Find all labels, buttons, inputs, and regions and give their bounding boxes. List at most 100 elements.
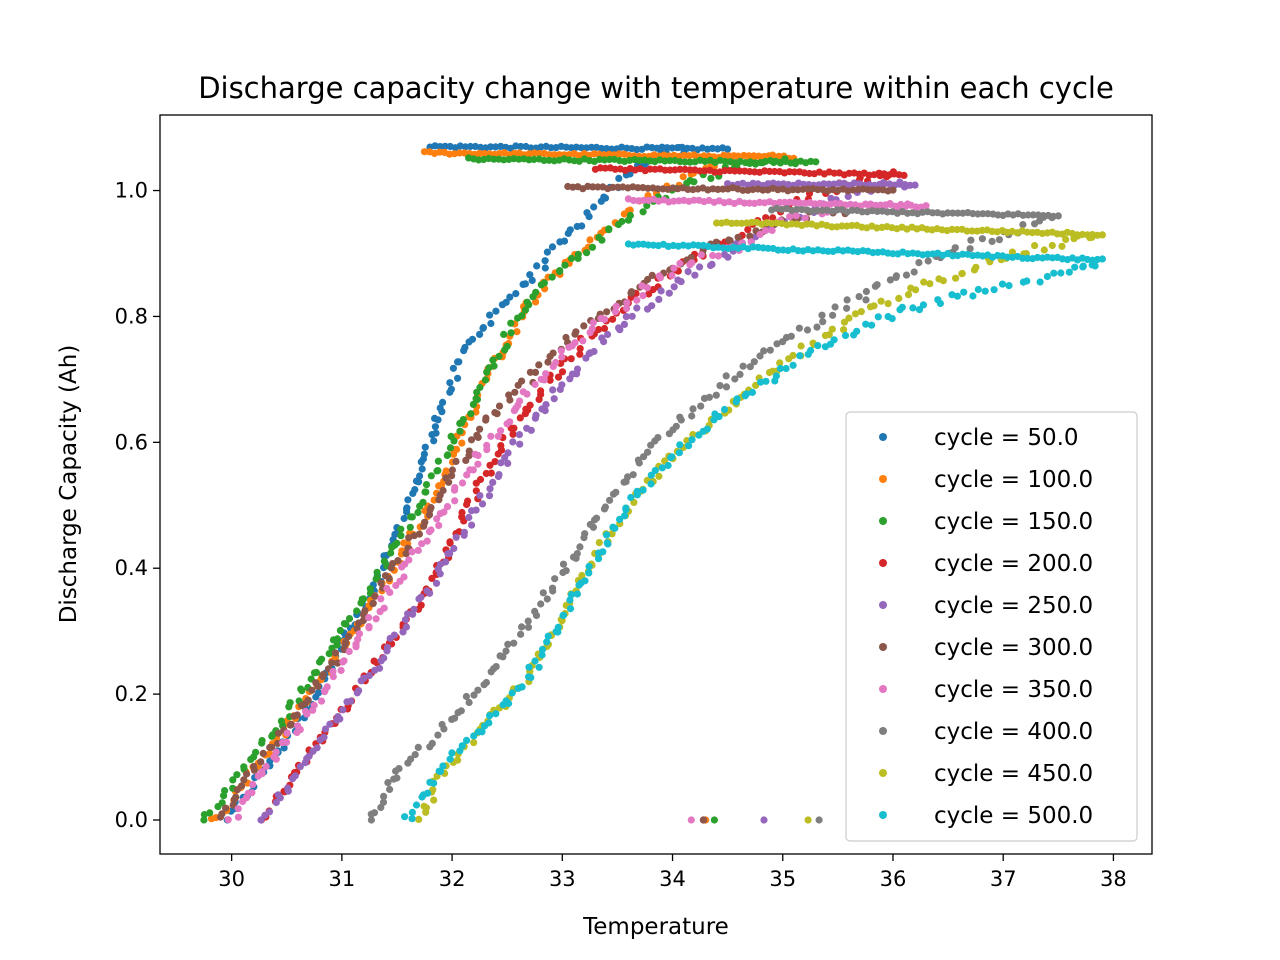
data-point	[892, 273, 900, 281]
data-point	[573, 590, 582, 598]
legend-marker	[879, 811, 887, 819]
x-tick-label: 34	[659, 867, 686, 891]
data-point	[446, 444, 455, 452]
data-point	[401, 813, 409, 821]
data-point	[200, 816, 208, 824]
data-point	[469, 400, 477, 408]
data-point	[531, 607, 539, 616]
data-point	[476, 492, 484, 500]
data-point	[502, 298, 510, 306]
data-point	[1065, 268, 1073, 276]
data-point	[655, 295, 663, 303]
data-point	[761, 227, 770, 235]
data-point	[1098, 255, 1106, 263]
data-point	[360, 674, 368, 682]
data-point	[365, 623, 373, 631]
data-point	[491, 409, 499, 417]
data-point	[492, 663, 500, 671]
plot-area-frame	[159, 114, 1153, 855]
x-tick-label: 38	[1100, 867, 1127, 891]
data-point	[433, 515, 441, 523]
data-point	[548, 243, 557, 251]
data-point	[470, 732, 478, 740]
data-point	[566, 226, 574, 234]
data-point	[321, 725, 330, 733]
data-point	[438, 720, 446, 729]
data-point	[722, 383, 731, 391]
data-point	[518, 683, 526, 691]
data-point	[527, 426, 535, 434]
data-point	[1057, 269, 1065, 277]
data-point	[485, 492, 494, 500]
data-point	[504, 640, 512, 648]
data-point	[505, 391, 513, 399]
data-point	[1071, 263, 1079, 271]
data-point	[1024, 211, 1032, 219]
data-point	[359, 617, 367, 625]
data-point	[576, 350, 584, 358]
series-4	[257, 178, 919, 824]
data-point	[262, 762, 270, 771]
data-point	[769, 214, 777, 222]
data-point	[603, 531, 611, 539]
data-point	[929, 209, 937, 217]
data-point	[676, 259, 684, 268]
data-point	[526, 271, 534, 279]
data-point	[573, 365, 582, 373]
data-point	[538, 651, 546, 659]
data-point	[243, 770, 251, 778]
data-point	[527, 673, 535, 682]
data-point	[766, 167, 774, 175]
data-point	[318, 655, 326, 663]
data-point	[371, 592, 379, 600]
legend-label: cycle = 100.0	[934, 467, 1093, 493]
data-point	[434, 416, 442, 424]
data-point	[919, 301, 928, 309]
data-point	[620, 320, 629, 328]
data-point	[615, 174, 623, 182]
data-point	[476, 330, 484, 338]
data-point	[733, 395, 741, 403]
x-tick-label: 32	[439, 867, 466, 891]
data-point	[407, 755, 415, 763]
data-point	[814, 342, 822, 350]
data-point	[447, 432, 455, 440]
data-point	[531, 657, 539, 665]
data-point	[430, 437, 438, 445]
data-point	[427, 472, 435, 480]
data-point	[644, 448, 652, 456]
data-point	[768, 226, 776, 234]
data-point	[634, 240, 643, 248]
data-point	[380, 654, 388, 662]
data-point	[454, 756, 462, 764]
data-point	[922, 202, 930, 210]
legend: cycle = 50.0 cycle = 100.0 cycle = 150.0 cy…	[845, 411, 1138, 842]
data-point	[634, 456, 643, 464]
data-point	[539, 589, 547, 597]
data-point	[696, 263, 704, 271]
data-point	[472, 395, 480, 403]
data-point	[578, 571, 586, 580]
data-point	[734, 233, 742, 241]
data-point	[442, 467, 450, 475]
data-point	[365, 614, 373, 622]
data-point	[486, 485, 494, 493]
data-point	[654, 434, 662, 442]
data-point	[688, 412, 696, 420]
data-point	[588, 325, 596, 333]
data-point	[472, 506, 480, 514]
data-point	[697, 251, 706, 259]
data-point	[401, 616, 410, 624]
data-point	[494, 432, 502, 440]
data-point	[862, 320, 870, 328]
data-point	[431, 423, 439, 431]
data-point	[1005, 282, 1013, 290]
data-point	[317, 697, 326, 705]
data-point	[430, 796, 438, 804]
data-point	[633, 304, 641, 312]
data-point	[404, 496, 412, 504]
data-point	[740, 199, 749, 207]
series-6	[224, 195, 930, 824]
data-point	[647, 480, 655, 488]
data-point	[507, 319, 515, 327]
